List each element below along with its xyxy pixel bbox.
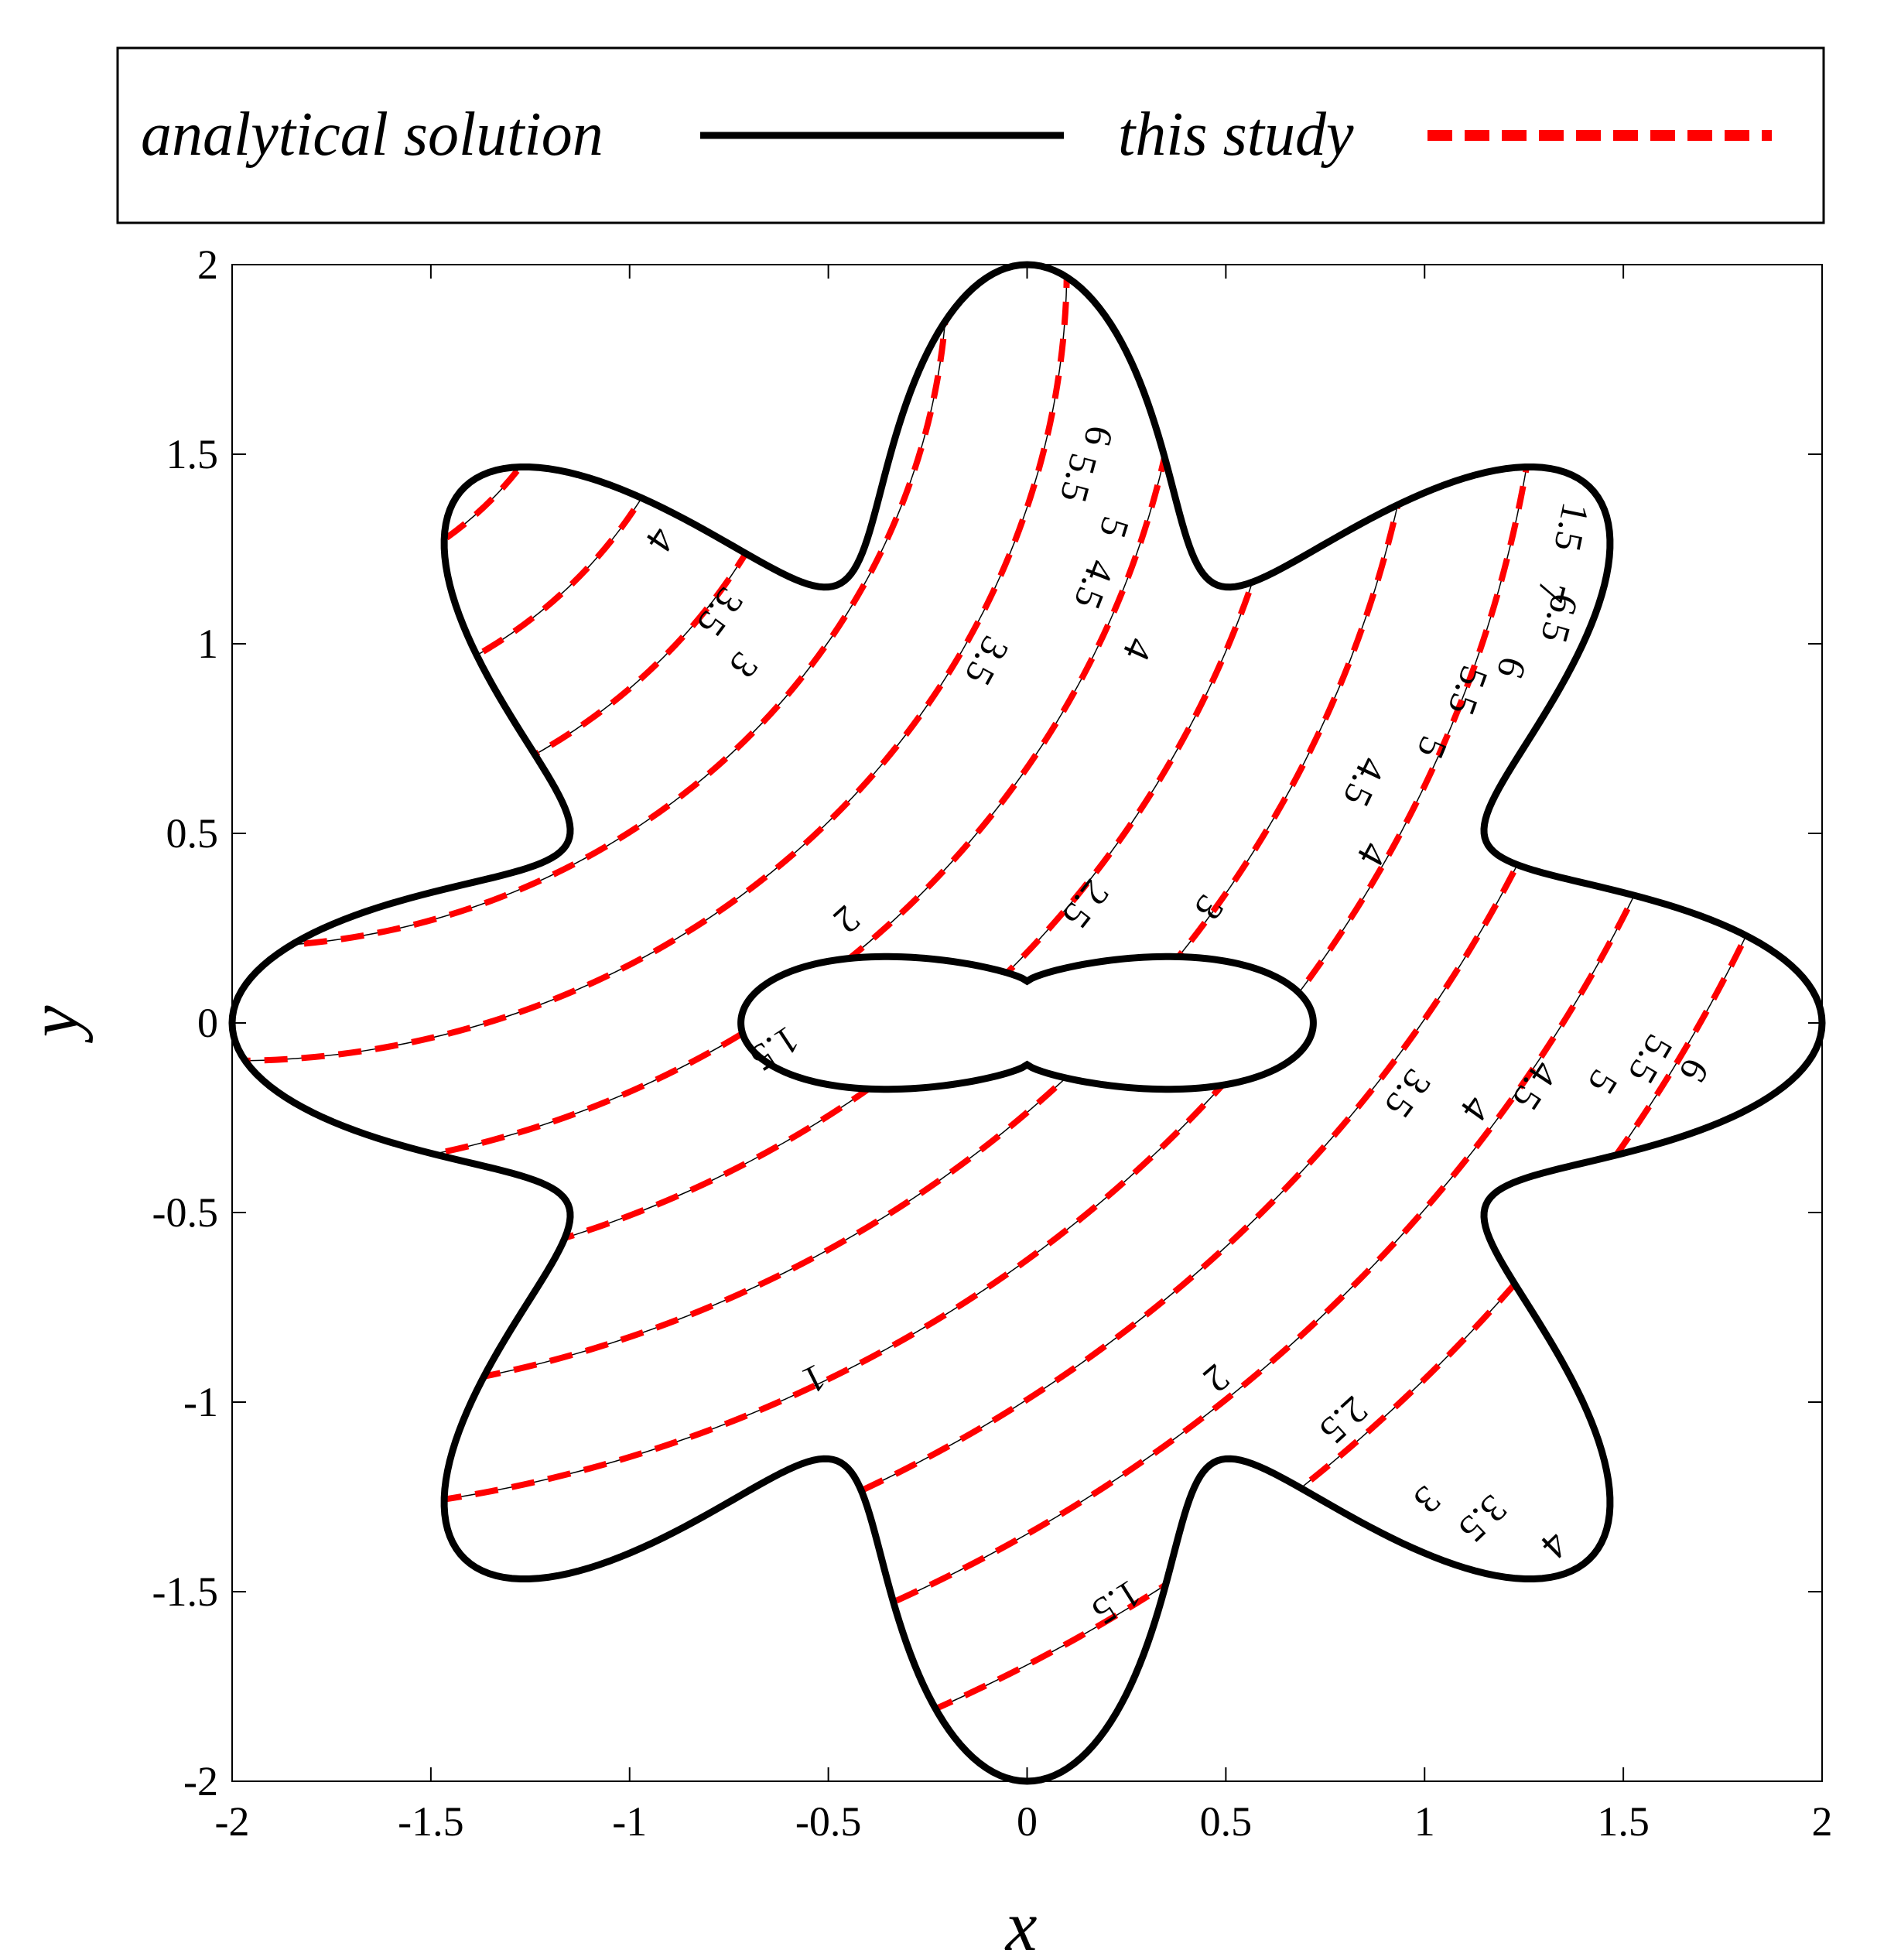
contour-label: 4 <box>1115 631 1162 667</box>
legend-label-this-study: this study <box>1118 101 1354 169</box>
x-tick-label: -1 <box>612 1798 647 1845</box>
y-tick-label: -1.5 <box>152 1568 218 1615</box>
x-tick-label: 1 <box>1414 1798 1435 1845</box>
contour-label: 4 <box>1533 1523 1577 1567</box>
contour-label: 4 <box>1452 1089 1499 1130</box>
legend-label-analytical: analytical solution <box>141 101 603 169</box>
x-tick-label: 1.5 <box>1597 1798 1650 1845</box>
this-study-contours <box>232 265 1822 1781</box>
this-study-contour-line <box>232 265 1786 1746</box>
x-tick-labels: -2 -1.5 -1 -0.5 0 0.5 1 1.5 2 <box>215 1798 1833 1845</box>
contour-label: 5.5 <box>1440 661 1497 721</box>
contour-label: 2 <box>826 898 869 942</box>
contour-label: 3 <box>721 645 767 687</box>
x-tick-label: -0.5 <box>795 1798 861 1845</box>
y-tick-label: 1.5 <box>166 431 219 477</box>
x-tick-label: -1.5 <box>398 1798 463 1845</box>
y-tick-label: -0.5 <box>152 1189 218 1236</box>
x-tick-label: -2 <box>215 1798 250 1845</box>
contour-label: 4.5 <box>1335 751 1395 814</box>
contour-label: 1.5 <box>1546 499 1598 555</box>
y-tick-label: -1 <box>183 1379 218 1425</box>
y-axis-title: y <box>14 1005 93 1043</box>
x-tick-label: 2 <box>1812 1798 1833 1845</box>
contour-label: 3.5 <box>1451 1486 1516 1551</box>
legend: analytical solution this study <box>116 46 1825 224</box>
contour-label: 4 <box>1349 836 1397 874</box>
x-tick-label: 0.5 <box>1200 1798 1253 1845</box>
contour-label: 2 <box>1195 1356 1238 1401</box>
contour-label: 3 <box>1406 1477 1449 1522</box>
axis-ticks <box>231 264 1823 1782</box>
contour-label: 5 <box>1091 511 1138 543</box>
x-tick-label: 0 <box>1017 1798 1038 1845</box>
contour-label: 4.5 <box>1504 1054 1567 1118</box>
y-tick-labels: -2 -1.5 -1 -0.5 0 0.5 1 1.5 2 <box>152 241 218 1804</box>
contour-label: 5 <box>1580 1062 1627 1102</box>
inner-hole-boundary <box>737 953 1317 1093</box>
contour-label: 3.5 <box>689 580 752 645</box>
contour-label: 6 <box>1075 422 1122 450</box>
y-tick-label: -2 <box>183 1758 218 1804</box>
y-tick-label: 0 <box>197 1000 218 1046</box>
y-tick-label: 2 <box>197 241 218 288</box>
contour-label: 2.5 <box>1054 872 1118 937</box>
contour-label: 1.5 <box>1085 1572 1149 1634</box>
x-axis-title: x <box>1004 1886 1038 1960</box>
contour-label: 2.5 <box>1311 1388 1376 1453</box>
analytical-contour-line <box>232 265 1783 1744</box>
contour-label: 6 <box>1671 1052 1718 1090</box>
outer-boundary <box>228 261 1826 1785</box>
contour-label: 5.5 <box>1052 449 1106 507</box>
y-tick-label: 0.5 <box>166 810 219 857</box>
contour-label: 5.5 <box>1620 1028 1682 1091</box>
contour-label: 4 <box>638 520 684 560</box>
y-tick-label: 1 <box>197 621 218 667</box>
